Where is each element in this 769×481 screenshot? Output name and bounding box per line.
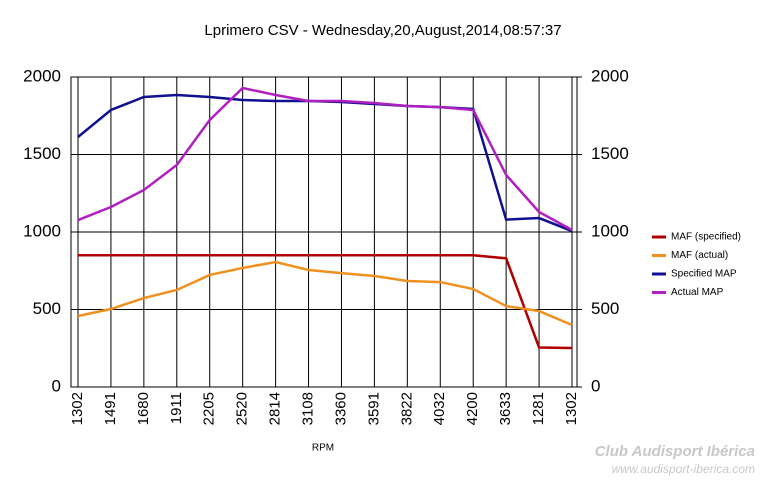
y-tick-label: 0: [52, 376, 61, 395]
x-tick-label: 1911: [168, 392, 185, 424]
x-tick-label: 1491: [102, 392, 119, 425]
series-line: [77, 86, 573, 232]
y-tick-label: 1000: [23, 221, 61, 240]
x-tick-label: 2520: [234, 392, 251, 425]
legend-label: MAF (specified): [671, 232, 741, 243]
x-tick-label: 1281: [530, 392, 547, 425]
legend-label: Specified MAP: [671, 269, 737, 280]
y-tick-label: 500: [33, 299, 61, 318]
legend-label: Actual MAP: [671, 287, 724, 298]
y2-tick-label: 500: [591, 299, 619, 318]
series-line: [78, 254, 573, 350]
x-tick-label: 1680: [135, 392, 152, 425]
y-tick-label: 2000: [23, 66, 61, 85]
watermark-url: www.audisport-iberica.com: [612, 462, 755, 476]
x-tick-label: 4200: [464, 392, 481, 425]
legend-label: MAF (actual): [671, 250, 728, 261]
x-tick-label: 3591: [365, 392, 382, 425]
x-tick-label: 1302: [563, 392, 580, 425]
series-line: [77, 260, 573, 327]
x-tick-label: 1302: [69, 392, 86, 425]
x-tick-label: 3360: [332, 392, 349, 425]
y2-tick-label: 1500: [591, 144, 629, 163]
x-tick-label: 2814: [267, 392, 284, 425]
x-axis-label: RPM: [312, 443, 334, 454]
x-tick-label: 2205: [201, 392, 218, 425]
y-tick-label: 1500: [23, 144, 61, 163]
chart-title: Lprimero CSV - Wednesday,20,August,2014,…: [204, 22, 561, 39]
x-tick-label: 3822: [398, 392, 415, 425]
x-tick-label: 4032: [431, 392, 448, 425]
x-tick-label: 3633: [497, 392, 514, 425]
y2-tick-label: 2000: [591, 66, 629, 85]
watermark: Club Audisport Ibérica: [595, 443, 755, 460]
x-tick-label: 3108: [300, 392, 317, 425]
y2-tick-label: 1000: [591, 221, 629, 240]
series-line: [77, 93, 573, 233]
y2-tick-label: 0: [591, 376, 600, 395]
plot-frame: [70, 76, 578, 388]
